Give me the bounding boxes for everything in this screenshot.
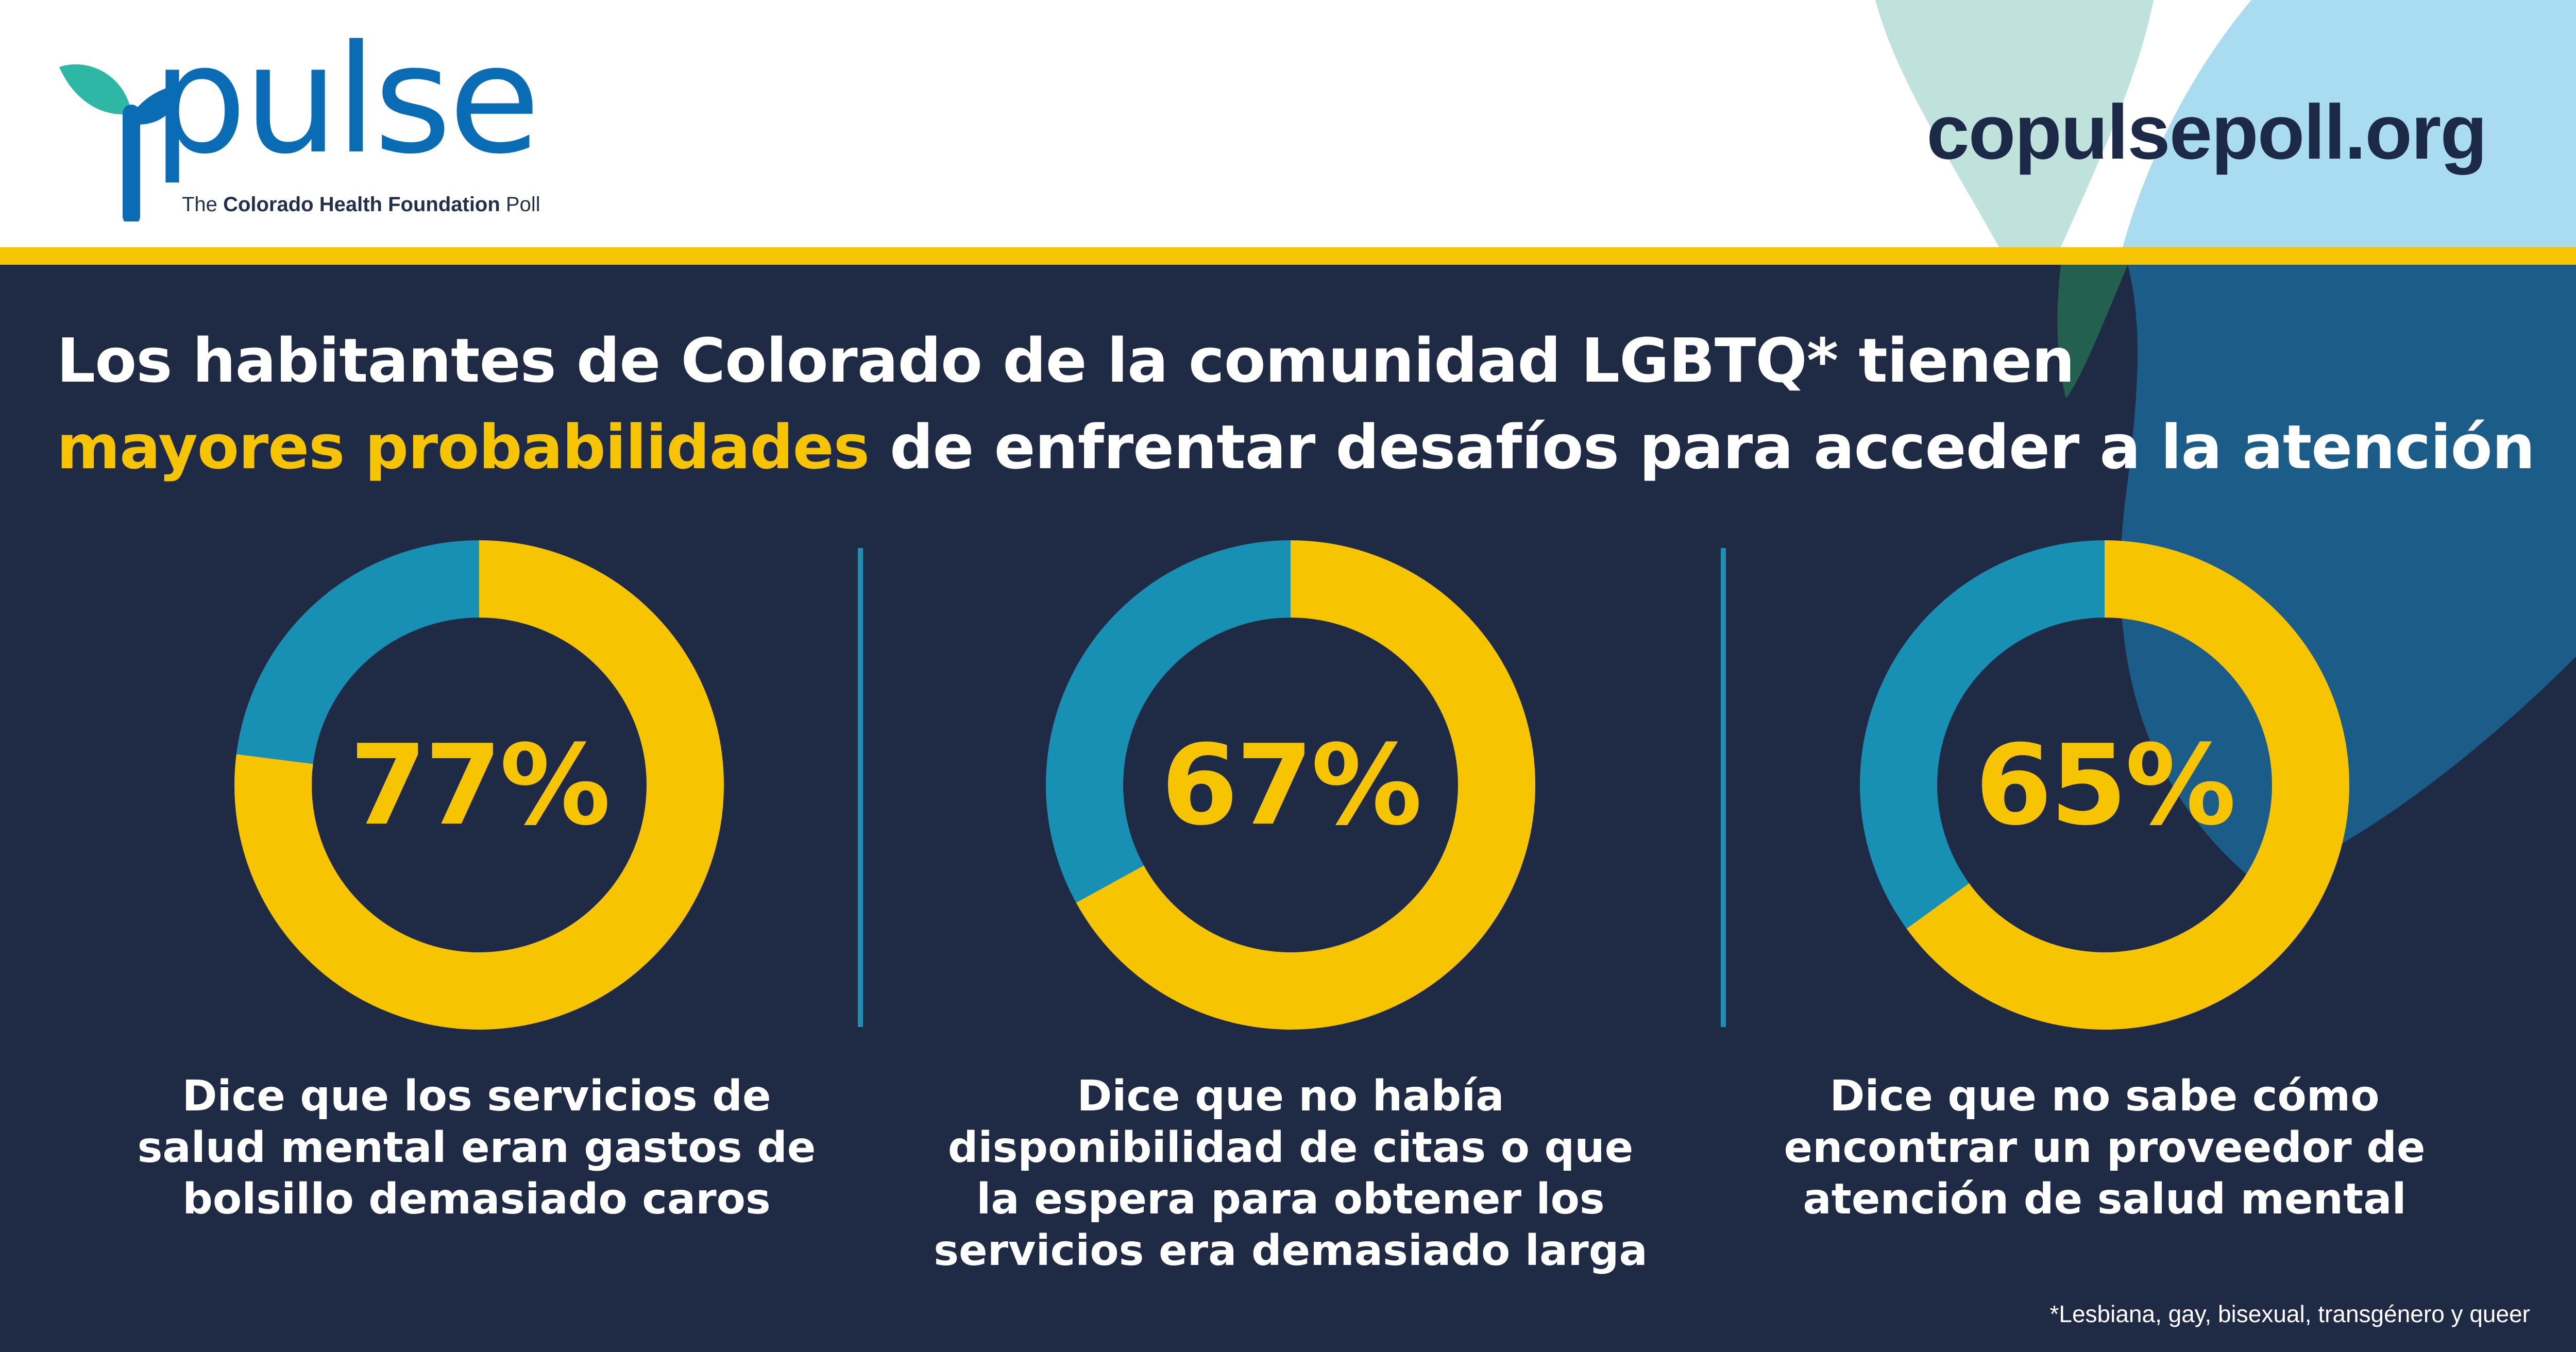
headline-highlight: mayores probabilidades <box>57 412 870 483</box>
tagline-suffix: Poll <box>505 193 540 216</box>
caption-2-line: servicios era demasiado larga <box>934 1226 1648 1275</box>
footnote: *Lesbiana, gay, bisexual, transgénero y … <box>2049 1300 2530 1327</box>
caption-1: Dice que los servicios de salud mental e… <box>103 1071 850 1225</box>
donut-chart-2-svg <box>1046 540 1535 1030</box>
tagline-prefix: The <box>182 193 217 216</box>
logo-wordmark: pulse <box>152 13 540 187</box>
caption-2: Dice que no había disponibilidad de cita… <box>917 1071 1664 1277</box>
caption-2-line: la espera para obtener los <box>976 1175 1605 1224</box>
logo-tagline: The Colorado Health Foundation Poll <box>182 193 540 216</box>
headline-line-1: Los habitantes de Colorado de la comunid… <box>57 325 2075 396</box>
donut-chart-3-svg <box>1860 540 2349 1030</box>
headline: Los habitantes de Colorado de la comunid… <box>57 317 2555 490</box>
donut-1-percent-label: 77% <box>349 720 611 850</box>
pulse-logo: pulse The Colorado Health Foundation Pol… <box>49 26 616 221</box>
donut-chart-3: 65% <box>1857 538 2352 1032</box>
donut-1-teal-segment <box>234 540 724 1030</box>
donut-chart-1: 77% <box>232 538 726 1032</box>
leaf-logo-icon <box>59 64 180 221</box>
caption-1-line: Dice que los servicios de <box>182 1072 771 1121</box>
caption-1-line: bolsillo demasiado caros <box>182 1175 771 1224</box>
header: pulse The Colorado Health Foundation Pol… <box>0 0 2576 247</box>
caption-3-line: encontrar un proveedor de <box>1784 1123 2426 1172</box>
donut-chart-1-svg <box>234 540 724 1030</box>
headline-line-2-rest: de enfrentar desafíos para acceder a la … <box>869 412 2535 483</box>
donut-3-percent-label: 65% <box>1975 720 2236 850</box>
caption-3-line: Dice que no sabe cómo <box>1829 1072 2380 1121</box>
caption-3-line: atención de salud mental <box>1803 1175 2406 1224</box>
column-divider-2 <box>1721 548 1726 1027</box>
caption-1-line: salud mental eran gastos de <box>137 1123 816 1172</box>
caption-2-line: disponibilidad de citas o que <box>947 1123 1634 1172</box>
donut-chart-2: 67% <box>1043 538 1538 1032</box>
site-url: copulsepoll.org <box>1926 89 2487 175</box>
donut-3-teal-segment <box>1860 540 2349 1030</box>
column-divider-1 <box>858 548 863 1027</box>
donut-2-percent-label: 67% <box>1161 720 1422 850</box>
gold-divider-bar <box>0 247 2576 265</box>
tagline-bold: Colorado Health Foundation <box>223 193 500 216</box>
headline-line-2: mayores probabilidades de enfrentar desa… <box>57 404 2555 490</box>
main-panel: Los habitantes de Colorado de la comunid… <box>0 265 2576 1352</box>
caption-3: Dice que no sabe cómo encontrar un prove… <box>1731 1071 2478 1225</box>
donut-2-teal-segment <box>1046 540 1535 1030</box>
header-decoration <box>1875 0 2576 247</box>
panel-decoration <box>2057 265 2576 883</box>
caption-2-line: Dice que no había <box>1077 1072 1504 1121</box>
